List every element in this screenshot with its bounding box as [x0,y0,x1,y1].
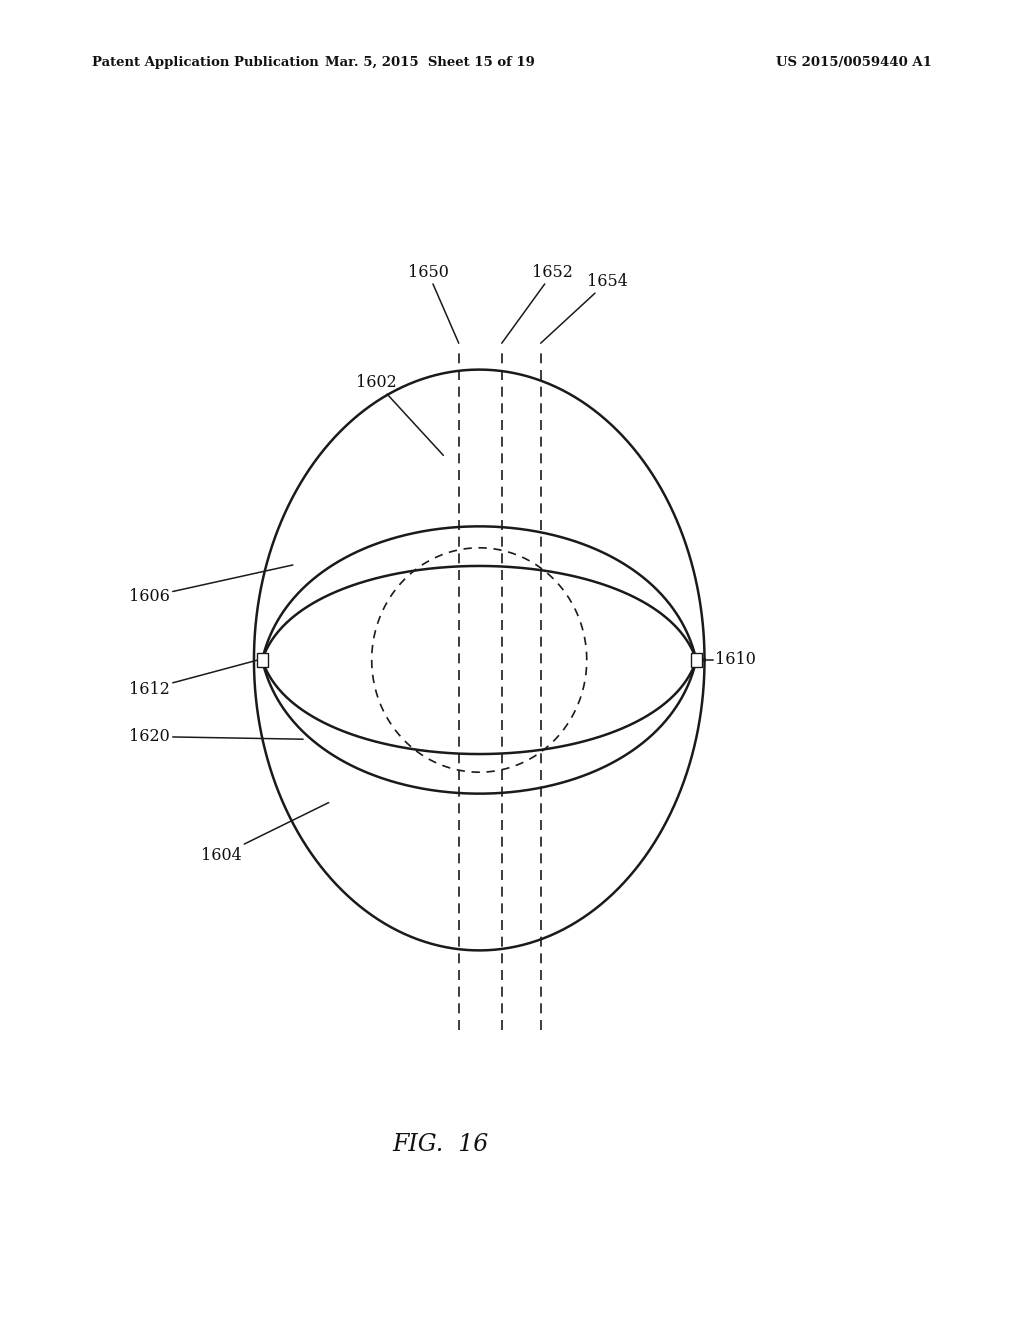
Text: 1650: 1650 [408,264,459,343]
Bar [691,653,702,668]
Text: 1610: 1610 [715,652,756,668]
Text: 1654: 1654 [541,273,628,343]
Text: US 2015/0059440 A1: US 2015/0059440 A1 [776,55,932,69]
Text: 1652: 1652 [502,264,573,343]
Text: Patent Application Publication: Patent Application Publication [92,55,318,69]
Text: 1602: 1602 [356,375,443,455]
Text: Mar. 5, 2015  Sheet 15 of 19: Mar. 5, 2015 Sheet 15 of 19 [326,55,535,69]
Text: 1612: 1612 [129,657,268,697]
Text: 1604: 1604 [201,803,329,863]
Text: 1620: 1620 [129,729,303,744]
Text: 1606: 1606 [129,565,293,605]
Bar [256,653,268,668]
Text: FIG.  16: FIG. 16 [392,1133,488,1156]
